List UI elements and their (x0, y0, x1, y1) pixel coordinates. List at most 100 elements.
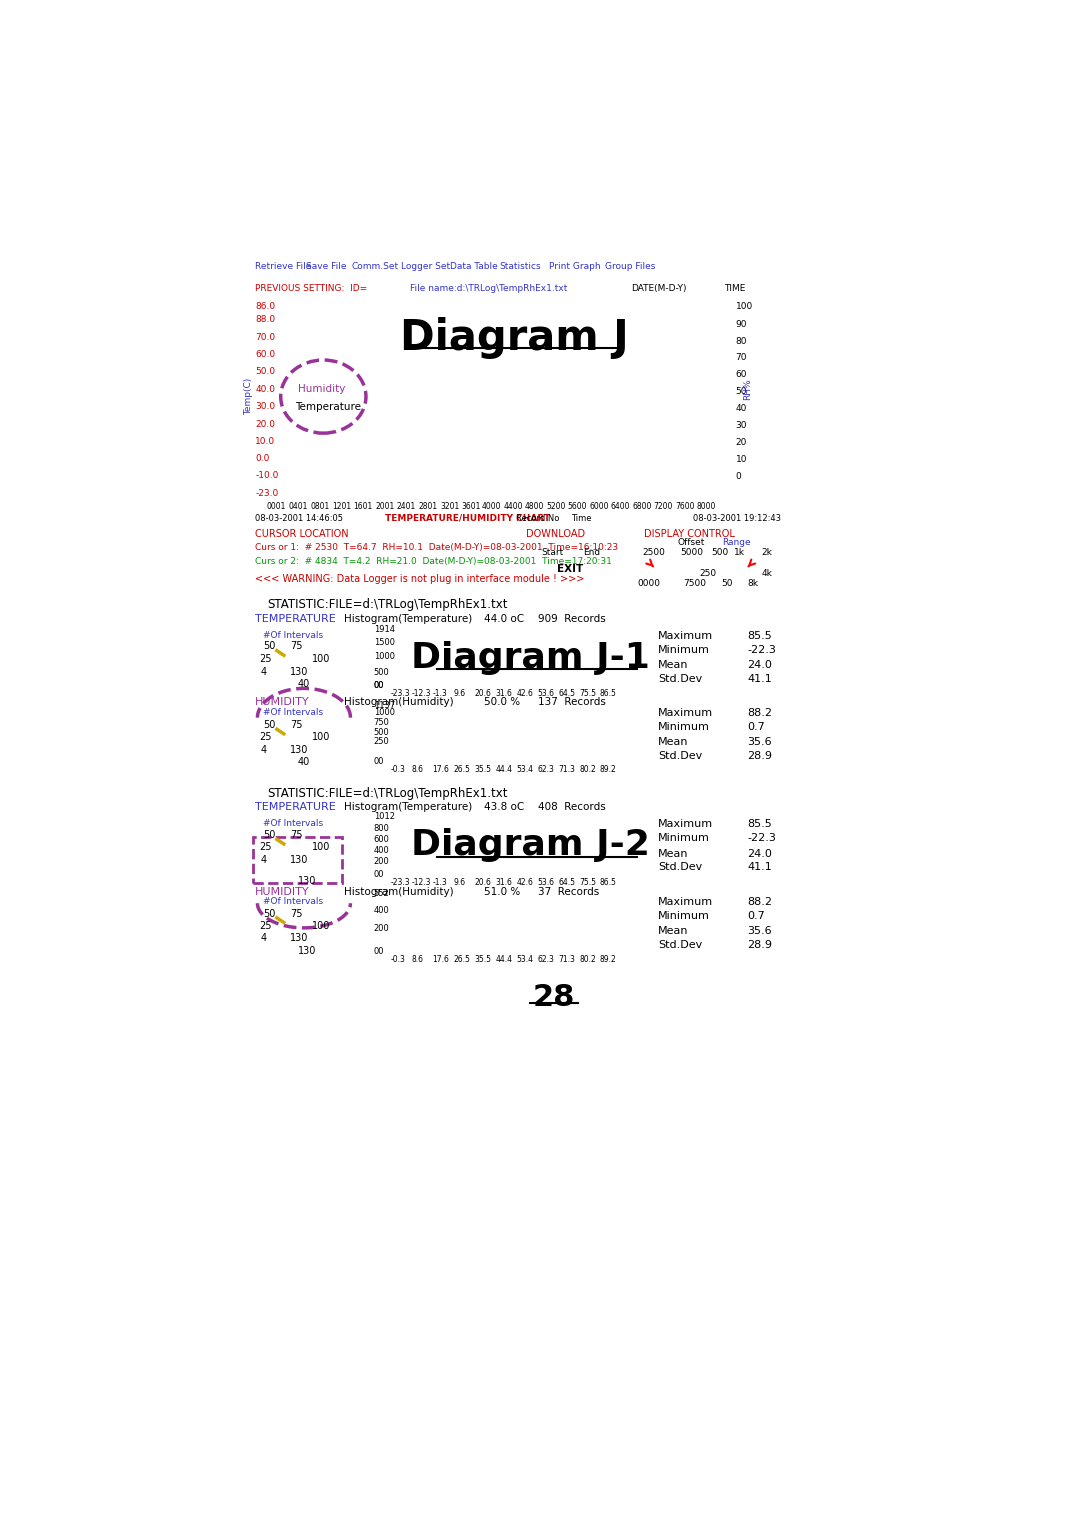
Text: Std.Dev: Std.Dev (658, 940, 702, 951)
Text: 130: 130 (291, 666, 309, 677)
Text: 62.3: 62.3 (537, 955, 554, 964)
Text: 17.6: 17.6 (433, 765, 449, 774)
Text: 8000: 8000 (697, 502, 716, 511)
Text: TEMPERATURE: TEMPERATURE (255, 613, 336, 624)
Text: #Of Intervals: #Of Intervals (262, 897, 323, 907)
Text: 89.2: 89.2 (600, 765, 617, 774)
Text: 400: 400 (374, 846, 390, 855)
Text: 60.0: 60.0 (255, 350, 275, 359)
Text: 40: 40 (298, 680, 310, 689)
Text: 25: 25 (259, 843, 271, 852)
Text: Temp(C): Temp(C) (244, 377, 254, 415)
Text: 5000: 5000 (679, 548, 703, 557)
Text: 40: 40 (735, 405, 747, 414)
Text: 20.0: 20.0 (255, 420, 275, 429)
Text: 100: 100 (312, 920, 330, 931)
Text: 6400: 6400 (611, 502, 631, 511)
Text: 17.6: 17.6 (433, 955, 449, 964)
Text: Retrieve File: Retrieve File (255, 262, 311, 271)
Text: 00: 00 (374, 681, 384, 691)
Text: Range: Range (723, 538, 751, 548)
Text: 0.7: 0.7 (747, 911, 765, 920)
Text: 42.6: 42.6 (516, 878, 534, 887)
Text: 0000: 0000 (637, 580, 660, 589)
Text: 1000: 1000 (374, 653, 394, 662)
Text: 250: 250 (699, 569, 716, 578)
Text: 4: 4 (260, 745, 267, 754)
Text: 20: 20 (735, 438, 747, 447)
Text: 00: 00 (374, 757, 384, 767)
Text: Temperature: Temperature (296, 402, 362, 412)
Text: -22.3: -22.3 (747, 645, 777, 654)
Text: TEMPERATURE: TEMPERATURE (255, 803, 336, 812)
Text: 86.5: 86.5 (600, 689, 617, 698)
Text: 40: 40 (298, 757, 310, 767)
Text: 0801: 0801 (310, 502, 329, 511)
Text: 25: 25 (259, 920, 271, 931)
Text: 53.6: 53.6 (537, 689, 554, 698)
Text: Statistics: Statistics (499, 262, 541, 271)
Text: 80.2: 80.2 (579, 765, 596, 774)
Text: HUMIDITY: HUMIDITY (255, 697, 310, 707)
Text: 552: 552 (374, 890, 390, 899)
Text: Comm.Set: Comm.Set (352, 262, 400, 271)
Text: <<< WARNING: Data Logger is not plug in interface module ! >>>: <<< WARNING: Data Logger is not plug in … (255, 573, 584, 584)
Text: 8k: 8k (747, 580, 758, 589)
Text: 30: 30 (735, 421, 747, 430)
Text: 31.6: 31.6 (496, 689, 512, 698)
Text: 75: 75 (291, 908, 302, 919)
Text: 10.0: 10.0 (255, 437, 275, 446)
Text: -0.3: -0.3 (391, 765, 406, 774)
Text: Mean: Mean (658, 736, 689, 747)
Text: End: End (583, 548, 600, 557)
Text: 44.4: 44.4 (496, 765, 512, 774)
Text: DATE(M-D-Y): DATE(M-D-Y) (631, 284, 687, 294)
Text: TIME: TIME (724, 284, 745, 294)
Text: 25: 25 (259, 732, 271, 742)
Text: 35.6: 35.6 (747, 736, 772, 747)
Text: 100: 100 (735, 301, 753, 310)
Text: 62.3: 62.3 (537, 765, 554, 774)
Text: TEMPERATURE/HUMIDITY CHART: TEMPERATURE/HUMIDITY CHART (384, 514, 550, 523)
Text: 8.6: 8.6 (411, 955, 423, 964)
Text: 26.5: 26.5 (454, 765, 471, 774)
Text: 85.5: 85.5 (747, 631, 772, 640)
Text: Histogram(Temperature): Histogram(Temperature) (345, 803, 473, 812)
Text: 41.1: 41.1 (747, 862, 772, 873)
Text: DISPLAY CONTROL: DISPLAY CONTROL (644, 529, 735, 538)
Text: Std.Dev: Std.Dev (658, 674, 702, 684)
Text: 50: 50 (262, 908, 275, 919)
Text: 85.5: 85.5 (747, 820, 772, 829)
Text: 5600: 5600 (567, 502, 586, 511)
Text: Minimum: Minimum (658, 721, 710, 732)
Text: Maximum: Maximum (658, 897, 713, 907)
Text: #Of Intervals: #Of Intervals (262, 820, 323, 829)
Text: 4000: 4000 (482, 502, 501, 511)
Text: -22.3: -22.3 (747, 834, 777, 843)
Text: 200: 200 (374, 856, 390, 865)
Text: 71.3: 71.3 (558, 765, 575, 774)
Text: 4: 4 (260, 666, 267, 677)
Text: STATISTIC:FILE=d:\TRLog\TempRhEx1.txt: STATISTIC:FILE=d:\TRLog\TempRhEx1.txt (267, 598, 508, 611)
Text: 08-03-2001 14:46:05: 08-03-2001 14:46:05 (255, 514, 343, 523)
Text: 70.0: 70.0 (255, 333, 275, 342)
Text: 00: 00 (374, 681, 384, 691)
Text: EXIT: EXIT (557, 564, 583, 573)
Text: Print Graph: Print Graph (549, 262, 600, 271)
Text: 1914: 1914 (374, 625, 394, 634)
Text: 500: 500 (711, 548, 728, 557)
Text: 70: 70 (735, 353, 747, 362)
Text: 0.7: 0.7 (747, 721, 765, 732)
Text: Histogram(Humidity): Histogram(Humidity) (345, 697, 454, 707)
Text: Logger Set: Logger Set (401, 262, 450, 271)
Text: 750: 750 (374, 718, 390, 727)
Text: 250: 250 (374, 736, 390, 745)
Text: 30.0: 30.0 (255, 402, 275, 411)
Text: Start: Start (542, 548, 564, 557)
Text: Diagram J: Diagram J (401, 318, 630, 359)
Text: 31.6: 31.6 (496, 878, 512, 887)
Text: 9.6: 9.6 (454, 689, 465, 698)
Text: 50.0: 50.0 (255, 367, 275, 376)
Text: 7500: 7500 (684, 580, 706, 589)
Text: 4400: 4400 (503, 502, 523, 511)
